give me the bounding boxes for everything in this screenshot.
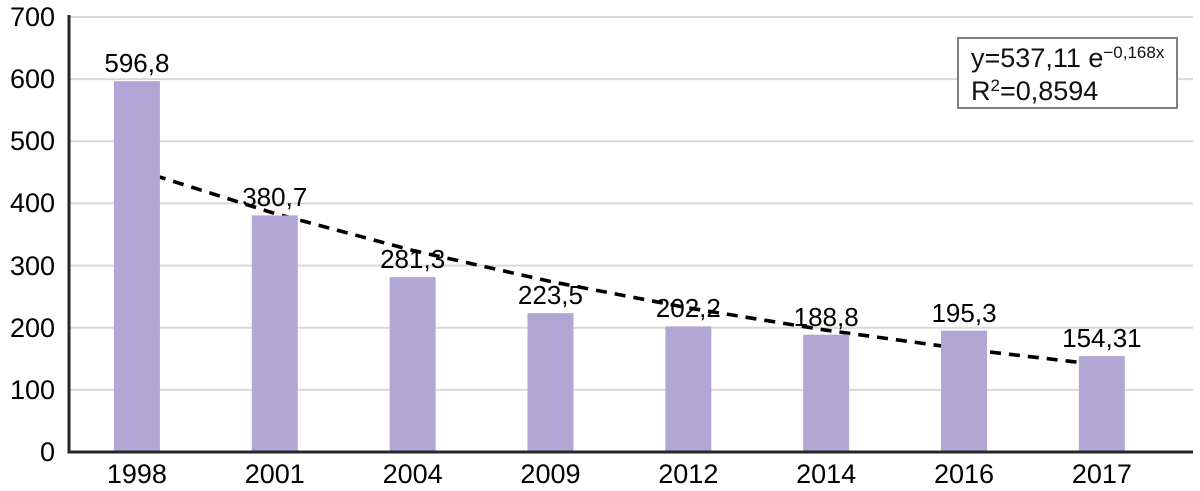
bar (113, 81, 160, 452)
r-squared-base: R (971, 76, 991, 106)
r-squared: R2=0,8594 (971, 75, 1176, 108)
r-squared-sup: 2 (990, 76, 1000, 95)
bar (941, 330, 988, 452)
bar (665, 326, 712, 452)
bar (527, 313, 574, 452)
r-squared-value: =0,8594 (999, 76, 1099, 106)
bar (251, 215, 298, 452)
equation-base: y=537,11 e (971, 43, 1104, 73)
bar (1078, 356, 1125, 452)
trendline-equation-box: y=537,11 e−0,168x R2=0,8594 (957, 37, 1178, 109)
equation-exponent: −0,168x (1103, 43, 1165, 62)
trendline-equation: y=537,11 e−0,168x (971, 42, 1176, 75)
bar (803, 334, 850, 452)
bar (389, 277, 436, 452)
